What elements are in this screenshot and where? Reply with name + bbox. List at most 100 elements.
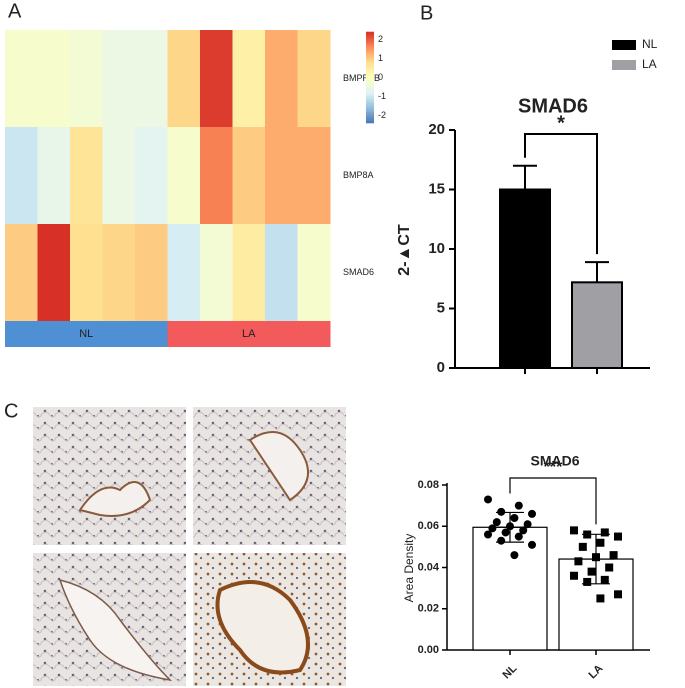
data-point: [583, 577, 592, 586]
panel-label: A: [8, 0, 22, 22]
heatmap-cell: [200, 224, 233, 322]
bar: [571, 281, 623, 370]
group-cell: [297, 321, 331, 347]
data-point: [528, 540, 536, 549]
chart-title: SMAD6: [530, 453, 579, 469]
x-tick-label: LA: [587, 662, 606, 681]
colorbar-step: [366, 81, 374, 85]
colorbar-step: [366, 93, 374, 96]
colorbar-step: [366, 70, 374, 74]
error-bar: [578, 533, 614, 585]
significance-label: ***: [544, 459, 563, 476]
heatmap-cell: [135, 127, 168, 225]
heatmap-cell: [135, 30, 168, 128]
micrograph-feature: [58, 578, 173, 682]
heatmap-cell: [135, 224, 168, 322]
colorbar-step: [366, 102, 374, 106]
colorbar-tick-label: 1: [378, 53, 383, 63]
micrograph-feature: [215, 580, 310, 675]
colorbar-step: [366, 118, 374, 122]
colorbar-step: [366, 120, 374, 124]
data-point: [614, 532, 622, 541]
row-label: SMAD6: [343, 267, 374, 277]
micrograph: [193, 407, 346, 545]
group-cell: [200, 321, 233, 347]
group-cell: [102, 321, 136, 347]
data-point: [578, 542, 587, 551]
colorbar-step: [366, 104, 374, 108]
colorbar-tick-label: -2: [378, 110, 386, 120]
colorbar-step: [366, 31, 374, 35]
legend-label: LA: [642, 57, 657, 71]
y-tick-label: 20: [428, 121, 445, 138]
colorbar-tick-label: 2: [378, 34, 383, 44]
heatmap-cell: [167, 127, 201, 225]
y-tick-label: 0: [437, 359, 445, 376]
data-point: [570, 571, 578, 580]
colorbar-step: [366, 36, 374, 40]
colorbar-step: [366, 84, 374, 87]
heatmap-cell: [102, 127, 136, 225]
y-tick-label: 5: [437, 299, 445, 316]
data-point: [523, 520, 532, 529]
group-cell: [70, 321, 103, 347]
data-point: [492, 518, 501, 527]
colorbar-step: [366, 95, 374, 99]
data-point: [596, 538, 605, 547]
significance-label: *: [557, 112, 565, 134]
colorbar-step: [366, 90, 374, 94]
colorbar-step: [366, 74, 374, 78]
heatmap-cell: [5, 127, 38, 225]
heatmap-cell: [167, 30, 201, 128]
data-point: [574, 557, 583, 566]
group-cell: [232, 321, 266, 347]
y-tick-label: 15: [428, 180, 445, 197]
legend-swatch: [612, 60, 636, 70]
error-bar: [585, 261, 609, 283]
chart-title: SMAD6: [518, 95, 588, 117]
legend-label: NL: [642, 37, 658, 51]
heatmap-cell: [232, 224, 266, 322]
data-point: [519, 526, 528, 535]
heatmap-cell: [232, 127, 266, 225]
group-cell: [135, 321, 168, 347]
y-tick-label: 0.02: [418, 603, 439, 615]
colorbar-step: [366, 79, 374, 83]
group-cell: [37, 321, 71, 347]
colorbar-step: [366, 68, 374, 71]
data-point: [528, 509, 536, 518]
y-tick-label: 10: [428, 240, 445, 257]
micrograph-feature: [78, 481, 152, 517]
heatmap-cell: [70, 127, 103, 225]
y-tick-label: 0.08: [418, 479, 439, 491]
heatmap-cell: [70, 30, 103, 128]
data-point: [596, 594, 605, 603]
colorbar-step: [366, 77, 374, 81]
colorbar-step: [366, 43, 374, 46]
row-label: BMP8A: [343, 170, 374, 180]
colorbar-step: [366, 88, 374, 92]
colorbar-step: [366, 111, 374, 115]
heatmap-cell: [5, 224, 38, 322]
heatmap-cell: [265, 30, 298, 128]
heatmap-cell: [200, 127, 233, 225]
significance-bracket: [509, 477, 597, 525]
colorbar-tick-label: 0: [378, 72, 383, 82]
data-point: [484, 495, 492, 504]
colorbar-step: [366, 65, 374, 69]
data-point: [514, 501, 523, 510]
colorbar-step: [366, 56, 374, 60]
y-axis-label: 2-▲CT: [396, 224, 413, 276]
legend-swatch: [612, 40, 636, 50]
heatmap-cell: [232, 30, 266, 128]
colorbar-step: [366, 97, 374, 101]
y-tick-label: 0.00: [418, 644, 439, 656]
data-point: [587, 567, 596, 576]
colorbar-step: [366, 45, 374, 49]
data-point: [600, 575, 609, 584]
colorbar-step: [366, 115, 374, 119]
data-point: [484, 530, 492, 539]
data-point: [614, 590, 622, 599]
colorbar-step: [366, 106, 374, 110]
colorbar-step: [366, 33, 374, 37]
